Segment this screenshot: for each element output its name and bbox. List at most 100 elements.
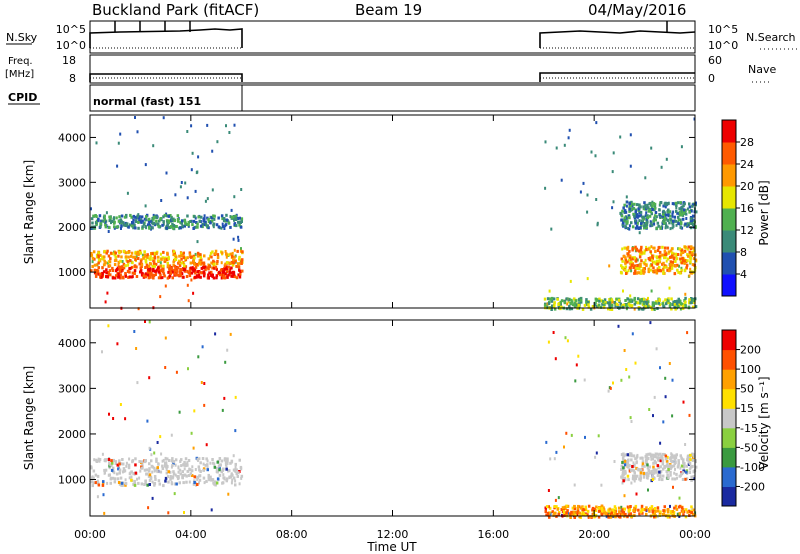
- echo-cell: [622, 479, 625, 483]
- echo-cell: [628, 224, 631, 228]
- echo-cell: [690, 209, 693, 213]
- echo-cell: [122, 262, 126, 266]
- echo-cell: [565, 297, 568, 301]
- echo-cell: [218, 271, 221, 275]
- echo-cell: [178, 273, 181, 277]
- echo-cell: [688, 250, 691, 254]
- echo-cell: [161, 267, 164, 271]
- echo-cell: [223, 267, 226, 271]
- echo-cell: [190, 124, 193, 128]
- echo-cell: [239, 225, 243, 229]
- echo-cell: [182, 251, 185, 255]
- echo-cell: [189, 261, 193, 265]
- echo-cell: [634, 221, 637, 225]
- echo-cell: [147, 264, 150, 268]
- echo-cell: [180, 252, 183, 256]
- echo-cell: [187, 459, 191, 462]
- echo-cell: [225, 124, 227, 128]
- echo-cell: [624, 303, 628, 307]
- echo-cell: [640, 504, 644, 508]
- echo-cell: [133, 272, 136, 275]
- echo-cell: [637, 214, 641, 218]
- echo-cell: [684, 515, 688, 519]
- echo-cell: [650, 146, 653, 150]
- echo-cell: [544, 506, 547, 510]
- echo-cell: [167, 511, 170, 515]
- echo-cell: [118, 465, 121, 469]
- echo-cell: [212, 225, 215, 229]
- echo-cell: [115, 216, 118, 220]
- echo-cell: [233, 218, 235, 222]
- echo-cell: [604, 301, 608, 305]
- echo-cell: [209, 254, 212, 258]
- echo-cell: [665, 213, 668, 217]
- echo-cell: [674, 219, 678, 223]
- echo-cell: [676, 476, 678, 480]
- echo-cell: [664, 251, 667, 255]
- colorbar-swatch: [722, 186, 736, 209]
- echo-cell: [199, 470, 202, 473]
- station-title: Buckland Park (fitACF): [92, 1, 259, 19]
- colorbar-tick-label: -100: [740, 461, 765, 474]
- echo-cell: [680, 221, 683, 225]
- echo-cell: [677, 297, 680, 301]
- echo-cell: [231, 478, 234, 482]
- echo-cell: [146, 223, 150, 227]
- echo-cell: [178, 481, 181, 485]
- echo-cell: [198, 457, 201, 461]
- echo-cell: [667, 208, 670, 212]
- echo-cell: [225, 218, 228, 222]
- echo-cell: [667, 299, 670, 303]
- echo-cell: [134, 220, 138, 223]
- echo-cell: [110, 459, 113, 463]
- echo-cell: [153, 469, 156, 473]
- echo-cell: [585, 300, 588, 304]
- colorbar-frame: [721, 329, 737, 507]
- echo-cell: [642, 267, 645, 270]
- echo-cell: [235, 224, 238, 228]
- echo-cell: [626, 220, 629, 224]
- echo-cell: [663, 465, 666, 468]
- echo-cell: [166, 457, 169, 461]
- echo-cell: [669, 470, 672, 474]
- echo-cell: [217, 225, 221, 229]
- echo-cell: [169, 272, 172, 275]
- echo-cell: [691, 263, 695, 267]
- echo-cell: [156, 466, 159, 470]
- echo-cell: [654, 211, 658, 214]
- echo-cell: [232, 261, 236, 265]
- echo-cell: [680, 457, 684, 461]
- echo-cell: [96, 481, 100, 485]
- echo-cell: [167, 219, 170, 223]
- echo-cell: [120, 224, 123, 228]
- echo-cell: [668, 269, 671, 273]
- echo-cell: [119, 273, 122, 277]
- echo-cell: [626, 474, 630, 478]
- echo-cell: [637, 249, 641, 253]
- echo-cell: [130, 251, 134, 255]
- echo-cell: [653, 515, 656, 519]
- echo-cell: [134, 471, 138, 475]
- echo-cell: [126, 223, 129, 227]
- echo-cell: [92, 481, 95, 485]
- echo-cell: [623, 472, 626, 476]
- echo-cell: [140, 482, 144, 486]
- echo-cell: [190, 469, 194, 473]
- echo-cell: [90, 207, 92, 211]
- echo-cell: [216, 253, 220, 257]
- echo-cell: [680, 249, 684, 253]
- echo-cell: [92, 250, 96, 254]
- echo-cell: [241, 250, 244, 254]
- echo-cell: [134, 258, 137, 262]
- echo-cell: [670, 459, 674, 463]
- echo-cell: [153, 255, 157, 259]
- echo-cell: [668, 362, 671, 365]
- x-axis-label: Time UT: [366, 540, 417, 554]
- echo-cell: [602, 506, 605, 510]
- echo-cell: [565, 431, 568, 435]
- echo-cell: [101, 266, 104, 270]
- echo-cell: [213, 214, 216, 218]
- echo-cell: [614, 515, 617, 519]
- echo-cell: [126, 191, 129, 195]
- echo-cell: [155, 459, 158, 463]
